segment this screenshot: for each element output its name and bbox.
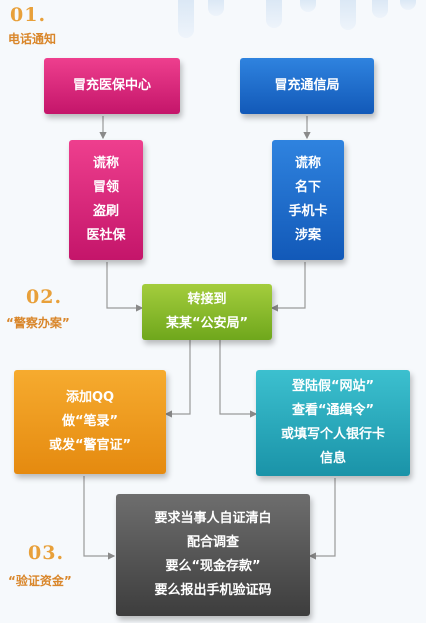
demand-line: 要么“现金存款” bbox=[165, 559, 261, 574]
decor-drip bbox=[300, 0, 316, 12]
decor-drip bbox=[340, 0, 356, 30]
demand-proof-box: 要求当事人自证清白 配合调查 要么“现金存款” 要么报出手机验证码 bbox=[116, 494, 310, 616]
transfer-line: 转接到 bbox=[187, 292, 227, 307]
fake-website-line: 或填写个人银行卡 bbox=[280, 427, 385, 442]
step-1-number: 01. bbox=[10, 4, 47, 26]
step-3-number: 03. bbox=[28, 542, 65, 564]
fake-website-line: 登陆假“网站” bbox=[291, 379, 375, 394]
claim-telecom-line: 手机卡 bbox=[288, 204, 328, 219]
fake-website-line: 查看“通缉令” bbox=[291, 403, 375, 418]
add-qq-box: 添加QQ 做“笔录” 或发“警官证” bbox=[14, 370, 166, 474]
step-2-number: 02. bbox=[26, 286, 63, 308]
demand-line: 要求当事人自证清白 bbox=[154, 511, 272, 526]
decor-drip bbox=[400, 0, 416, 10]
step-2-label: “警察办案” bbox=[6, 316, 70, 330]
add-qq-line: 做“笔录” bbox=[61, 414, 119, 429]
claim-telecom-line: 名下 bbox=[294, 180, 321, 195]
add-qq-line: 添加QQ bbox=[65, 390, 115, 405]
step-3-label: “验证资金” bbox=[8, 574, 72, 588]
demand-line: 要么报出手机验证码 bbox=[154, 583, 272, 598]
claim-telecom-line: 涉案 bbox=[294, 228, 321, 243]
claim-medical-line: 谎称 bbox=[92, 156, 119, 171]
transfer-police-box: 转接到 某某“公安局” bbox=[142, 284, 272, 340]
decor-drip bbox=[208, 0, 224, 16]
claim-medical-box: 谎称 冒领 盗刷 医社保 bbox=[69, 140, 143, 260]
impersonate-medical-text: 冒充医保中心 bbox=[72, 78, 151, 93]
fake-website-line: 信息 bbox=[319, 451, 346, 466]
claim-telecom-line: 谎称 bbox=[294, 156, 321, 171]
fake-website-box: 登陆假“网站” 查看“通缉令” 或填写个人银行卡 信息 bbox=[256, 370, 410, 476]
decor-drip bbox=[372, 0, 388, 18]
claim-medical-line: 冒领 bbox=[92, 180, 119, 195]
transfer-line: 某某“公安局” bbox=[165, 316, 249, 331]
claim-medical-line: 盗刷 bbox=[92, 204, 119, 219]
decor-drip bbox=[178, 0, 194, 38]
add-qq-line: 或发“警官证” bbox=[48, 438, 132, 453]
impersonate-telecom-text: 冒充通信局 bbox=[274, 78, 340, 93]
impersonate-telecom-box: 冒充通信局 bbox=[240, 58, 374, 114]
claim-medical-line: 医社保 bbox=[86, 228, 126, 243]
claim-telecom-box: 谎称 名下 手机卡 涉案 bbox=[272, 140, 344, 260]
demand-line: 配合调查 bbox=[186, 535, 239, 550]
step-1-label: 电话通知 bbox=[8, 32, 57, 46]
decor-drip bbox=[266, 0, 282, 28]
impersonate-medical-box: 冒充医保中心 bbox=[44, 58, 180, 114]
